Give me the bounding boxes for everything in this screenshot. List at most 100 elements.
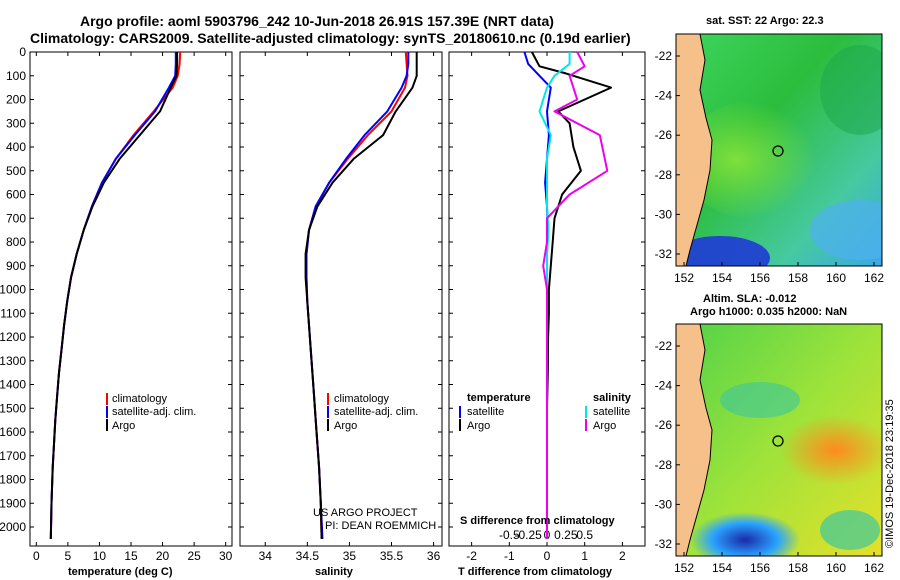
map-y-tick-label: -28 [655, 458, 673, 472]
map-y-tick-label: -30 [655, 497, 673, 511]
x-tick-label: 2 [619, 549, 626, 563]
sla-map-subtitle: Argo h1000: 0.035 h2000: NaN [690, 306, 847, 318]
difference-legend: temperature satellite Argo salinity sate… [459, 392, 632, 432]
legend-argo: Argo [334, 420, 357, 432]
legend-climatology: climatology [112, 393, 168, 405]
sst-warm-patch [680, 100, 840, 220]
x-tick-label: 5 [65, 549, 72, 563]
s-diff-tick-label: -0.5 [499, 528, 520, 542]
temperature-panel-frame [29, 51, 233, 547]
legend-s-satellite: satellite [593, 406, 630, 418]
depth-tick-label: 100 [6, 69, 26, 83]
s-diff-tick-label: 0.25 [554, 528, 578, 542]
legend-t-argo: Argo [467, 420, 490, 432]
sst-blue-patch [676, 236, 770, 266]
sla-map-title: Altim. SLA: -0.012 [703, 293, 797, 305]
x-tick-label: 10 [93, 549, 107, 563]
legend-temperature-title: temperature [467, 392, 531, 404]
map-x-tick-label: 154 [712, 271, 732, 285]
depth-tick-label: 1700 [0, 449, 26, 463]
argo-float-marker [772, 435, 784, 447]
map-y-tick-label: -28 [655, 168, 673, 182]
x-tick-label: 25 [187, 549, 201, 563]
series-argo [49, 52, 179, 539]
map-x-tick-label: 156 [750, 271, 770, 285]
x-tick-label: -1 [504, 549, 515, 563]
x-tick-label: 0 [544, 549, 551, 563]
depth-tick-label: 1600 [0, 425, 26, 439]
x-tick-label: 34.5 [296, 549, 320, 563]
s-diff-tick-label: -0.25 [514, 528, 542, 542]
salinity-legend: climatology satellite-adj. clim. Argo [327, 393, 418, 432]
x-tick-label: 1 [581, 549, 588, 563]
depth-tick-label: 2000 [0, 520, 26, 534]
map-y-tick-label: -26 [655, 128, 673, 142]
sst-map-frame [675, 33, 883, 267]
x-tick-label: 35 [343, 549, 357, 563]
sst-cyan-patch [810, 200, 882, 260]
sst-map-ticks: 152 154 156 158 160 162 -22 -24 -26 -28 -30 -32 [655, 49, 885, 285]
map-x-tick-label: 156 [750, 561, 770, 575]
depth-tick-label: 1200 [0, 330, 26, 344]
depth-tick-label: 1100 [0, 306, 26, 320]
sla-teal-patch-2 [820, 510, 880, 550]
legend-satellite: satellite-adj. clim. [334, 406, 418, 418]
figure-title-line1: Argo profile: aoml 5903796_242 10-Jun-20… [80, 13, 554, 29]
map-x-tick-label: 152 [674, 271, 694, 285]
sst-cool-patch [820, 45, 882, 135]
temperature-xlabel: temperature (deg C) [68, 566, 173, 578]
imos-watermark: ©IMOS 19-Dec-2018 23:19:35 [884, 399, 896, 548]
t-difference-xlabel: T difference from climatology [458, 566, 613, 578]
sla-map [676, 324, 882, 556]
argo-float-marker [772, 145, 784, 157]
x-tick-label: 30 [219, 549, 233, 563]
legend-climatology: climatology [334, 393, 390, 405]
s-diff-tick-label: 0.5 [576, 528, 593, 542]
depth-tick-label: 1900 [0, 496, 26, 510]
map-y-tick-label: -32 [655, 537, 673, 551]
sla-map-frame [675, 323, 883, 557]
depth-tick-label: 1500 [0, 401, 26, 415]
depth-tick-label: 600 [6, 188, 26, 202]
map-x-tick-label: 158 [788, 561, 808, 575]
x-tick-label: 20 [156, 549, 170, 563]
australia-coast [676, 34, 713, 266]
x-tick-label: 15 [124, 549, 138, 563]
map-y-tick-label: -24 [655, 379, 673, 393]
x-tick-label: 36 [427, 549, 441, 563]
depth-tick-label: 800 [6, 235, 26, 249]
profile-curves [49, 51, 613, 539]
map-x-tick-label: 152 [674, 561, 694, 575]
salinity-panel-frame [239, 51, 443, 547]
legend-salinity-title: salinity [593, 392, 632, 404]
map-y-tick-label: -30 [655, 207, 673, 221]
legend-t-satellite: satellite [467, 406, 504, 418]
depth-tick-label: 500 [6, 164, 26, 178]
map-y-tick-label: -22 [655, 339, 673, 353]
x-tick-label: -2 [466, 549, 477, 563]
sla-map-ticks: 152 154 156 158 160 162 -22 -24 -26 -28 -30 -32 [655, 339, 885, 575]
credit-line1: US ARGO PROJECT [313, 507, 418, 519]
map-x-tick-label: 158 [788, 271, 808, 285]
depth-tick-label: 200 [6, 93, 26, 107]
sla-low-patch [690, 512, 800, 556]
map-y-tick-label: -22 [655, 49, 673, 63]
legend-satellite: satellite-adj. clim. [112, 406, 196, 418]
legend-s-argo: Argo [593, 420, 616, 432]
x-tick-label: 35.5 [380, 549, 404, 563]
depth-tick-label: 1800 [0, 473, 26, 487]
s-difference-label: S difference from climatology [460, 515, 616, 527]
depth-tick-label: 1300 [0, 354, 26, 368]
series-s-argo [542, 51, 609, 539]
map-x-tick-label: 162 [864, 561, 884, 575]
sla-teal-patch [720, 382, 800, 418]
depth-axis: 0 100 200 300 400 500 600 700 800 900 1000 1100 1200… [0, 45, 645, 534]
credit-line2: PI: DEAN ROEMMICH [325, 520, 436, 532]
map-x-tick-label: 160 [826, 271, 846, 285]
depth-tick-label: 1400 [0, 378, 26, 392]
depth-tick-label: 0 [19, 45, 26, 59]
sla-high-patch [780, 415, 882, 485]
sst-map [676, 34, 882, 266]
depth-tick-label: 400 [6, 140, 26, 154]
